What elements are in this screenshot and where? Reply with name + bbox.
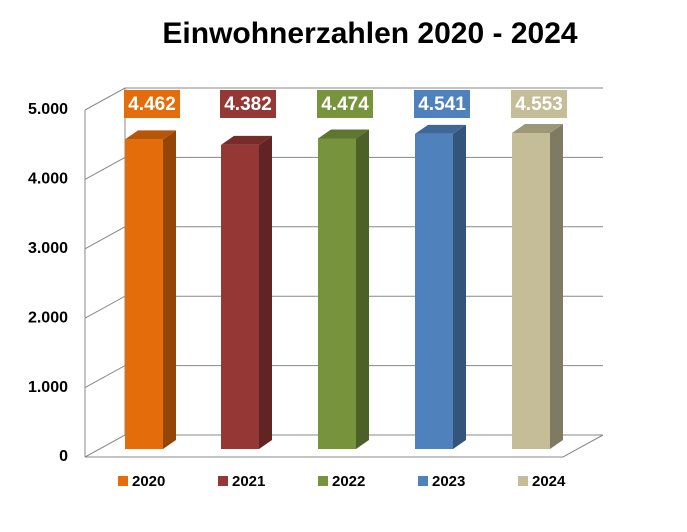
legend-label: 2020 [132,473,165,490]
bar-top [512,124,563,134]
bar-top [221,135,272,145]
y-tick-label: 3.000 [28,240,68,257]
chart-title: Einwohnerzahlen 2020 - 2024 [162,17,577,50]
bar [318,138,356,449]
bar-side [453,124,466,449]
bar [125,139,163,449]
value-label: 4.382 [224,94,272,115]
legend-swatch [118,476,128,486]
legend-label: 2022 [332,473,365,490]
legend-swatch [218,476,228,486]
legend-label: 2023 [432,473,465,490]
bar-top [415,124,466,134]
y-tick-label: 0 [59,448,68,465]
bar-top [318,129,369,139]
bar-side [550,124,563,450]
value-label: 4.462 [128,94,176,115]
y-tick-label: 2.000 [28,309,68,326]
legend-swatch [318,476,328,486]
bar-top [125,130,176,140]
y-tick-label: 1.000 [28,379,68,396]
bar [415,133,453,449]
grid-line [84,87,603,111]
value-label: 4.541 [418,94,466,115]
bar [512,133,550,450]
bar [221,144,259,449]
value-label-box [511,90,567,118]
value-label-box [124,90,180,118]
floor-edge [85,434,604,458]
bar-side [356,129,369,449]
value-label: 4.553 [515,94,563,115]
bar-side [259,135,272,449]
legend-swatch [418,476,428,486]
value-label: 4.474 [321,94,369,115]
legend-label: 2024 [532,473,566,490]
value-label-box [317,90,373,118]
y-tick-label: 5.000 [28,101,68,118]
legend-label: 2021 [232,473,265,490]
value-label-box [220,90,276,118]
bar-side [163,130,176,449]
value-label-box [414,90,470,118]
y-tick-label: 4.000 [28,171,68,188]
legend-swatch [518,476,528,486]
